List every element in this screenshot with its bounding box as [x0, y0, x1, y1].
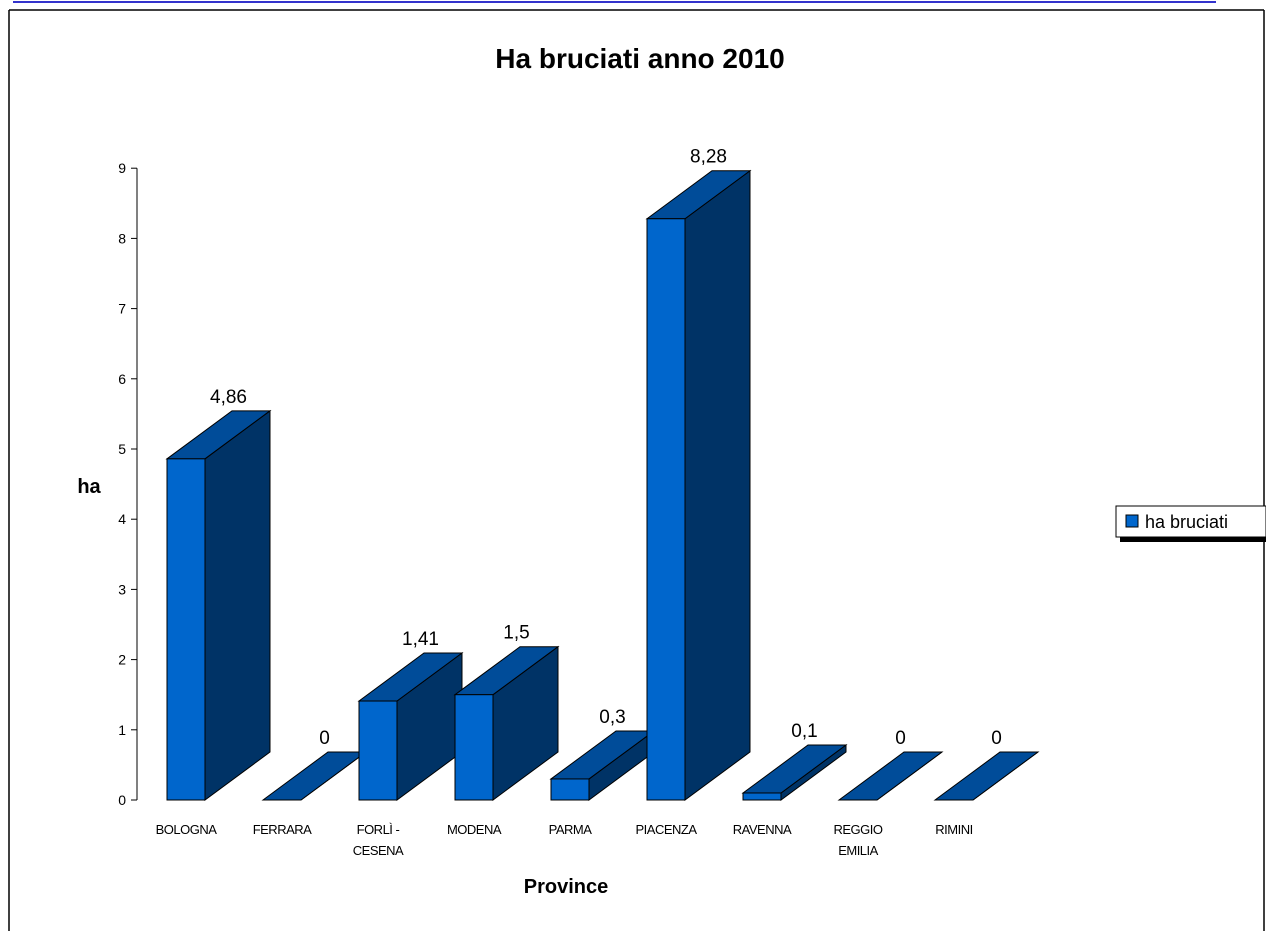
bar — [453, 645, 560, 801]
x-tick-label: MODENA — [447, 822, 502, 837]
bar — [741, 743, 848, 801]
x-tick-label: FERRARA — [253, 822, 312, 837]
bar — [837, 751, 944, 801]
bar — [645, 169, 752, 801]
bar-front — [454, 694, 494, 801]
bar-top — [837, 751, 944, 801]
data-label: 1,41 — [402, 629, 439, 650]
y-axis-title: ha — [77, 476, 101, 498]
bar — [549, 729, 656, 801]
y-tick-label: 5 — [118, 441, 126, 457]
x-tick-label: CESENA — [353, 843, 404, 858]
data-label: 0 — [319, 728, 330, 749]
bar-top — [261, 751, 368, 801]
bar — [261, 751, 368, 801]
data-label: 0,1 — [791, 721, 817, 742]
legend-box — [1115, 505, 1266, 538]
y-tick-label: 2 — [118, 652, 126, 668]
x-axis-title: Province — [524, 876, 608, 898]
data-label: 0 — [895, 728, 906, 749]
bar-side — [684, 169, 751, 801]
x-tick-label: PIACENZA — [635, 822, 697, 837]
data-label: 0,3 — [599, 707, 625, 728]
y-axis: 0 1 2 3 4 5 6 7 8 9 — [118, 160, 138, 808]
y-tick-label: 1 — [118, 722, 126, 738]
x-tick-label: FORLÌ - — [357, 822, 400, 837]
bar-front — [166, 458, 206, 801]
y-tick-label: 0 — [118, 792, 126, 808]
y-tick-label: 6 — [118, 371, 126, 387]
bar-front — [742, 792, 782, 801]
y-tick-label: 7 — [118, 301, 126, 317]
x-tick-label: PARMA — [549, 822, 593, 837]
bar — [165, 409, 272, 801]
bar-side — [204, 409, 271, 801]
bar-front — [646, 218, 686, 801]
chart-title: Ha bruciati anno 2010 — [495, 43, 784, 74]
data-label: 1,5 — [503, 623, 529, 644]
bar — [933, 751, 1040, 801]
data-label: 8,28 — [690, 147, 727, 168]
data-labels: 4,86 0 1,41 1,5 0,3 8,28 0,1 0 0 — [210, 147, 1002, 749]
x-tick-label: RIMINI — [935, 822, 972, 837]
category-labels: BOLOGNA FERRARA FORLÌ - CESENA MODENA PARMA PI… — [156, 822, 974, 858]
bars — [165, 169, 1040, 801]
data-label: 0 — [991, 728, 1002, 749]
y-tick-label: 3 — [118, 581, 126, 597]
data-label: 4,86 — [210, 387, 247, 408]
x-tick-label: REGGIO — [833, 822, 882, 837]
bar — [357, 652, 464, 801]
x-tick-label: EMILIA — [838, 843, 878, 858]
y-tick-label: 4 — [118, 511, 126, 527]
bar-top — [933, 751, 1040, 801]
x-tick-label: RAVENNA — [733, 822, 792, 837]
y-tick-label: 8 — [118, 230, 126, 246]
bar-front — [358, 700, 398, 801]
legend-label: ha bruciati — [1145, 512, 1228, 532]
bar-front — [550, 778, 590, 801]
legend-swatch — [1125, 514, 1139, 528]
x-tick-label: BOLOGNA — [156, 822, 218, 837]
y-tick-label: 9 — [118, 160, 126, 176]
legend: ha bruciati — [1115, 505, 1266, 542]
